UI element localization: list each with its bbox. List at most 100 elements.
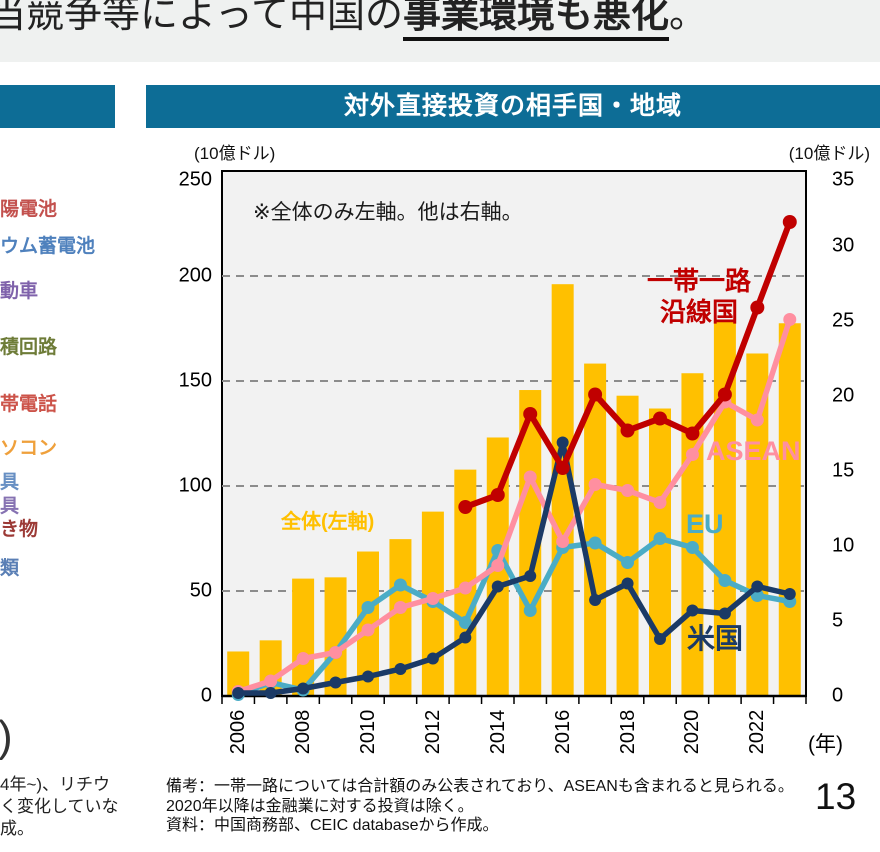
marker-米国 xyxy=(362,670,374,683)
left-axis-unit-label: (10億ドル) xyxy=(194,144,276,163)
marker-ASEAN xyxy=(621,484,635,497)
marker-米国 xyxy=(589,594,602,606)
marker-一帯一路沿線国 xyxy=(490,488,505,502)
x-axis-unit-label: (年) xyxy=(808,733,843,756)
bar-2023 xyxy=(778,323,801,696)
marker-ASEAN xyxy=(653,496,667,509)
marker-EU xyxy=(621,556,635,569)
bar-2017 xyxy=(584,363,607,696)
marker-米国 xyxy=(426,652,439,665)
year-label-2016: 2016 xyxy=(551,709,574,755)
left-column-fragment-4: 帯電話 xyxy=(0,394,58,415)
series-label-eu: EU xyxy=(686,509,724,539)
page-number: 13 xyxy=(815,776,857,817)
year-label-2022: 2022 xyxy=(746,709,769,755)
left-column-fragment-0: 陽電池 xyxy=(0,199,58,220)
plot-area xyxy=(221,170,807,697)
marker-米国 xyxy=(232,687,245,699)
bar-2018 xyxy=(616,395,639,696)
right-tick-5: 5 xyxy=(832,609,844,632)
marker-EU xyxy=(653,532,667,545)
marker-ASEAN xyxy=(361,623,375,637)
year-label-2008: 2008 xyxy=(292,709,315,755)
marker-一帯一路沿線国 xyxy=(750,300,765,315)
marker-一帯一路沿線国 xyxy=(588,387,603,402)
series-label-belt-and-road: 一帯一路 沿線国 xyxy=(637,266,761,328)
chart-title-bar: 対外直接投資の相手国・地域 xyxy=(146,85,880,128)
series-label-us: 米国 xyxy=(687,623,744,654)
left-column-fragment-9: 類 xyxy=(0,558,20,579)
marker-EU xyxy=(718,574,732,587)
left-column-fragment-2: 動車 xyxy=(0,281,39,302)
marker-ASEAN xyxy=(458,581,472,595)
slide-heading-suffix: 。 xyxy=(668,0,707,36)
marker-EU xyxy=(523,604,537,617)
marker-米国 xyxy=(459,631,472,644)
bar-2016 xyxy=(551,284,574,696)
left-column-fragment-5: ソコン xyxy=(0,438,58,459)
marker-EU xyxy=(685,541,699,554)
marker-ASEAN xyxy=(329,646,343,659)
marker-一帯一路沿線国 xyxy=(458,500,473,514)
bar-2022 xyxy=(746,353,769,696)
marker-ASEAN xyxy=(523,470,537,484)
source-note-line2: 2020年以降は金融業に対する投資は除く。 xyxy=(166,797,474,815)
bar-2008 xyxy=(292,578,315,696)
marker-米国 xyxy=(686,604,699,617)
marker-ASEAN xyxy=(685,448,699,461)
marker-EU xyxy=(458,616,472,629)
marker-一帯一路沿線国 xyxy=(555,461,570,475)
bar-2006 xyxy=(227,651,250,696)
bar-2019 xyxy=(649,408,671,696)
series-label-asean: ASEAN xyxy=(706,436,801,466)
left-tick-50: 50 xyxy=(189,579,212,602)
right-tick-30: 30 xyxy=(832,234,855,257)
right-tick-35: 35 xyxy=(832,168,855,191)
year-label-2010: 2010 xyxy=(357,709,379,755)
marker-ASEAN xyxy=(556,535,570,548)
marker-ASEAN xyxy=(264,674,278,688)
marker-米国 xyxy=(297,682,310,695)
left-column-paren-fragment: ) xyxy=(0,712,13,762)
marker-EU xyxy=(361,601,375,614)
marker-米国 xyxy=(621,577,634,590)
right-tick-10: 10 xyxy=(832,534,855,557)
top-text-strip: 当競争等によって中国の事業環境も悪化。 xyxy=(0,0,880,62)
axis-usage-annotation: ※全体のみ左軸。他は右軸。 xyxy=(253,201,523,224)
marker-一帯一路沿線国 xyxy=(620,423,635,438)
year-label-2020: 2020 xyxy=(681,709,704,755)
source-note-line1: 備考：一帯一路については合計額のみ公表されており、ASEANも含まれると見られる… xyxy=(166,778,794,795)
marker-ASEAN xyxy=(588,478,602,491)
marker-米国 xyxy=(654,633,666,645)
left-column-fragment-8: き物 xyxy=(0,519,39,540)
marker-米国 xyxy=(718,607,731,620)
marker-米国 xyxy=(556,436,569,449)
year-label-2012: 2012 xyxy=(421,709,444,755)
series-label-total: 全体(左軸) xyxy=(281,511,375,533)
slide-heading-prefix: 当競争等によって中国の xyxy=(0,0,403,36)
bar-2015 xyxy=(519,390,542,696)
left-tick-250: 250 xyxy=(178,168,212,191)
marker-米国 xyxy=(491,580,504,593)
slide-heading-underlined: 事業環境も悪化 xyxy=(402,0,669,41)
marker-ASEAN xyxy=(393,601,407,614)
right-tick-20: 20 xyxy=(832,384,855,407)
marker-ASEAN xyxy=(750,413,764,427)
marker-ASEAN xyxy=(426,592,440,605)
left-column-fragment-1: ウム蓄電池 xyxy=(0,236,96,257)
right-tick-0: 0 xyxy=(832,684,844,707)
left-column-fragment-7: 具 xyxy=(0,496,20,517)
right-axis-unit-label: (10億ドル) xyxy=(788,144,870,163)
source-note-line3: 資料：中国商務部、CEIC databaseから作成。 xyxy=(166,817,499,834)
marker-ASEAN xyxy=(491,559,505,572)
left-tick-150: 150 xyxy=(178,369,212,392)
marker-米国 xyxy=(394,663,407,675)
year-label-2006: 2006 xyxy=(227,709,250,755)
marker-米国 xyxy=(751,580,764,593)
left-column-fragment-3: 積回路 xyxy=(0,337,58,358)
bar-2009 xyxy=(324,577,347,696)
left-tick-0: 0 xyxy=(200,684,212,707)
left-tick-100: 100 xyxy=(178,474,212,497)
marker-米国 xyxy=(264,687,277,699)
marker-一帯一路沿線国 xyxy=(717,387,732,402)
